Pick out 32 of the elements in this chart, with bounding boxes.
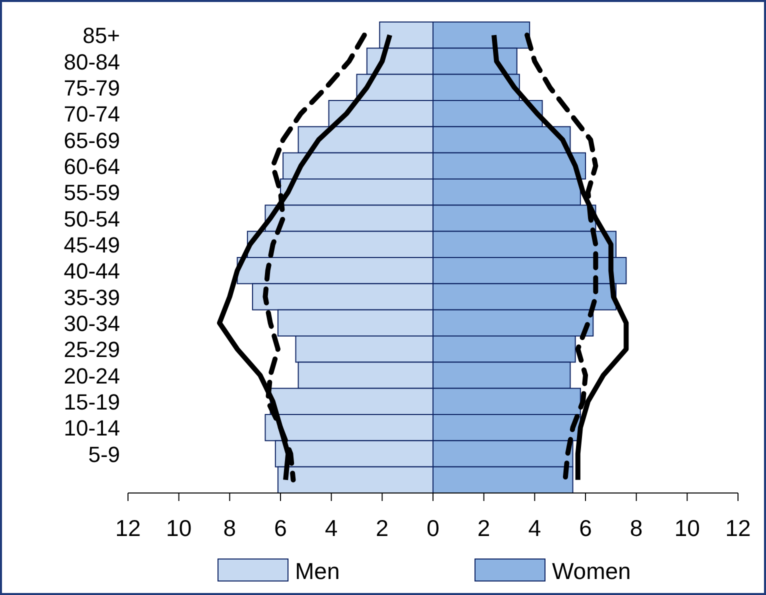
y-tick-label: 40-44 [64, 258, 120, 284]
x-tick-label: 6 [579, 515, 592, 541]
y-tick-label: 70-74 [64, 102, 120, 127]
y-tick-label: 65-69 [64, 128, 120, 153]
legend-label: Men [295, 558, 340, 584]
x-tick-label: 6 [274, 515, 287, 541]
y-tick-label: 15-19 [64, 389, 120, 414]
x-tick-label: 4 [528, 515, 542, 541]
x-tick-label: 12 [115, 515, 141, 541]
y-tick-label: 55-59 [64, 180, 120, 206]
y-tick-label: 25-29 [64, 337, 120, 362]
y-tick-label: 50-54 [64, 206, 120, 232]
y-tick-label: 75-79 [64, 75, 120, 100]
x-tick-label: 10 [166, 515, 192, 541]
x-tick-label: 8 [630, 515, 643, 541]
legend-label: Women [552, 558, 631, 584]
x-tick-label: 8 [223, 515, 236, 541]
y-tick-label: 60-64 [64, 154, 120, 179]
x-tick-label: 4 [324, 515, 338, 541]
x-tick-label: 10 [674, 515, 700, 541]
y-tick-label: 35-39 [64, 284, 120, 310]
x-tick-label: 12 [725, 515, 751, 541]
y-tick-label: 10-14 [64, 416, 120, 441]
x-tick-label: 2 [477, 515, 490, 541]
y-tick-label: 20-24 [64, 363, 120, 388]
x-tick-label: 2 [376, 515, 389, 541]
x-tick-label: 0 [426, 515, 440, 541]
y-tick-label: 30-34 [64, 310, 120, 336]
y-tick-label: 5-9 [88, 442, 120, 467]
y-tick-label: 80-84 [64, 49, 120, 74]
y-tick-label: 45-49 [64, 232, 120, 258]
y-tick-label: 85+ [82, 23, 120, 48]
